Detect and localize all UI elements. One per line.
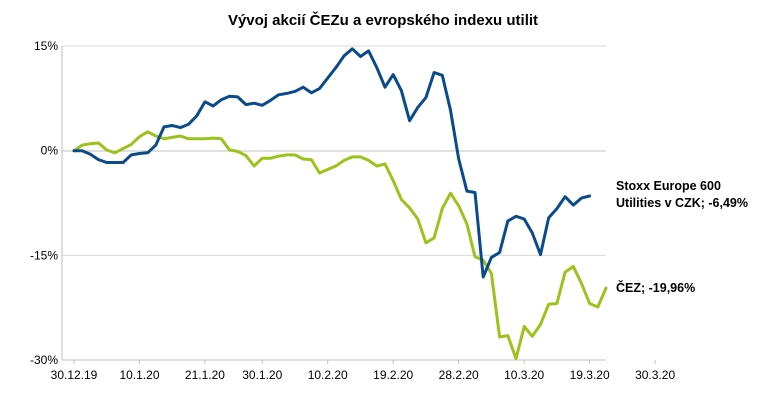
x-tick-label: 10.1.20 bbox=[119, 368, 159, 382]
x-tick-label: 21.1.20 bbox=[185, 368, 225, 382]
series-lines bbox=[72, 47, 608, 361]
gridlines bbox=[62, 45, 606, 361]
y-tick-label: 15% bbox=[34, 39, 58, 53]
x-tick-label: 10.3.20 bbox=[504, 368, 544, 382]
x-tick-label: 28.2.20 bbox=[439, 368, 479, 382]
series-end-label: Stoxx Europe 600 bbox=[616, 179, 721, 193]
x-tick-label: 30.3.20 bbox=[635, 368, 675, 382]
y-tick-label: 0% bbox=[41, 144, 59, 158]
x-tick-label: 30.1.20 bbox=[242, 368, 282, 382]
y-tick-label: -30% bbox=[30, 353, 58, 367]
series-end-label: Utilities v CZK; -6,49% bbox=[616, 196, 748, 210]
series-line bbox=[72, 47, 592, 279]
chart-title: Vývoj akcií ČEZu a evropského indexu uti… bbox=[228, 11, 538, 29]
x-tick-label: 19.2.20 bbox=[373, 368, 413, 382]
x-tick-label: 19.3.20 bbox=[570, 368, 610, 382]
x-tick-label: 30.12.19 bbox=[51, 368, 98, 382]
axes: 15% 0% -15% -30%30.12.19 10.1.20 21.1.20 30.1.… bbox=[30, 39, 675, 382]
y-tick-label: -15% bbox=[30, 248, 58, 262]
series-end-label: ČEZ; -19,96% bbox=[616, 280, 695, 295]
series-end-labels: Stoxx Europe 600 Utilities v CZK; -6,49% Č… bbox=[616, 179, 748, 295]
series-line bbox=[72, 130, 608, 361]
x-tick-label: 10.2.20 bbox=[308, 368, 348, 382]
